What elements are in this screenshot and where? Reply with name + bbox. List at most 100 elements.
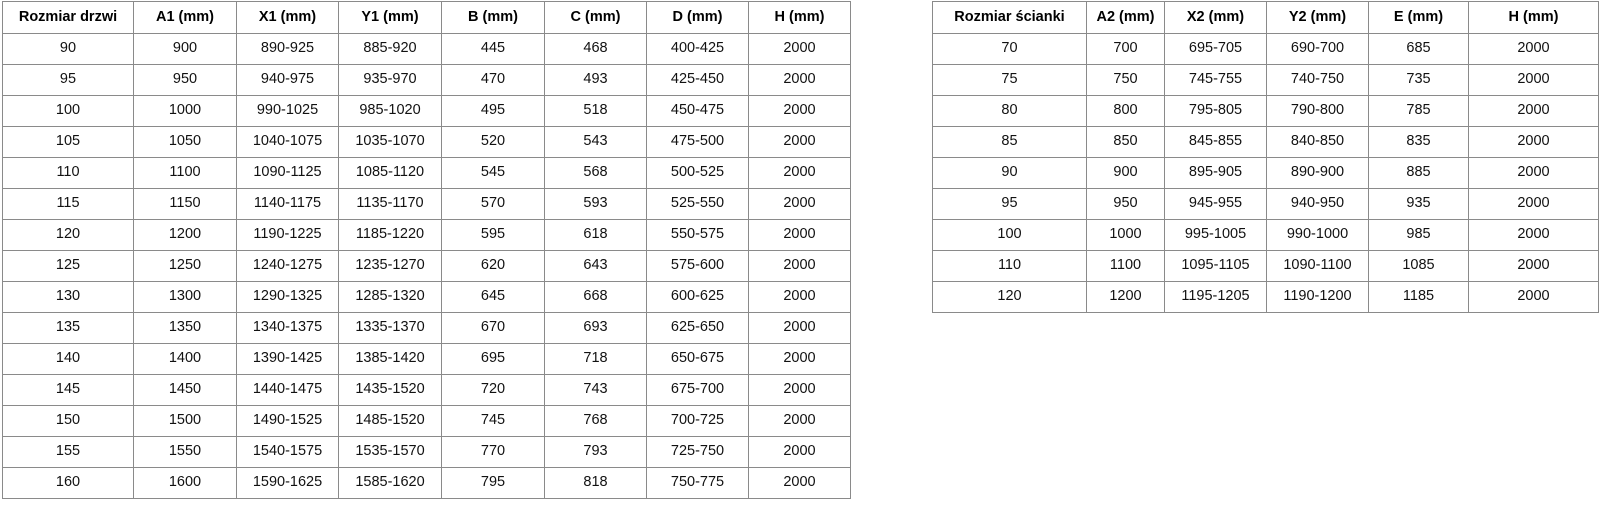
table-cell: 695 <box>441 343 545 375</box>
table-row: 70 700 695-705 690-700 685 2000 <box>932 33 1599 65</box>
table-cell: 768 <box>544 405 647 437</box>
row-size-cell: 105 <box>2 126 134 158</box>
row-size-cell: 155 <box>2 436 134 468</box>
table-cell: 1090-1125 <box>236 157 339 189</box>
table-cell: 1490-1525 <box>236 405 339 437</box>
table-cell: 2000 <box>748 436 851 468</box>
table-cell: 2000 <box>748 343 851 375</box>
table-cell: 743 <box>544 374 647 406</box>
table-cell: 1235-1270 <box>338 250 442 282</box>
table-cell: 850 <box>1086 126 1165 158</box>
table-cell: 1150 <box>133 188 237 220</box>
table-row: 135 1350 1340-1375 1335-1370 670 693 625-650 20… <box>2 312 851 344</box>
table-cell: 795 <box>441 467 545 499</box>
row-size-cell: 70 <box>932 33 1087 65</box>
table-row: 90 900 895-905 890-900 885 2000 <box>932 157 1599 189</box>
table-cell: 800 <box>1086 95 1165 127</box>
table-row: 160 1600 1590-1625 1585-1620 795 818 750-775 20… <box>2 467 851 499</box>
table-cell: 2000 <box>1468 126 1599 158</box>
table-cell: 1550 <box>133 436 237 468</box>
row-size-cell: 100 <box>932 219 1087 251</box>
table-cell: 1250 <box>133 250 237 282</box>
row-size-cell: 115 <box>2 188 134 220</box>
table-cell: 935 <box>1368 188 1469 220</box>
table-cell: 1600 <box>133 467 237 499</box>
row-size-cell: 95 <box>2 64 134 96</box>
table-cell: 935-970 <box>338 64 442 96</box>
door-sizes-table-body: 90 900 890-925 885-920 445 468 400-425 2000 95 95… <box>2 33 851 499</box>
table-cell: 2000 <box>748 250 851 282</box>
table-row: 85 850 845-855 840-850 835 2000 <box>932 126 1599 158</box>
table-cell: 1385-1420 <box>338 343 442 375</box>
table-cell: 950 <box>133 64 237 96</box>
door-sizes-table: Rozmiar drzwi A1 (mm) X1 (mm) Y1 (mm) B (mm)… <box>2 1 851 499</box>
table-row: 130 1300 1290-1325 1285-1320 645 668 600-625 20… <box>2 281 851 313</box>
table-cell: 600-625 <box>646 281 749 313</box>
table-cell: 1195-1205 <box>1164 281 1267 313</box>
table-cell: 745-755 <box>1164 64 1267 96</box>
table-row: 105 1050 1040-1075 1035-1070 520 543 475-500 20… <box>2 126 851 158</box>
wall-sizes-table-header: Rozmiar ścianki A2 (mm) X2 (mm) Y2 (mm) E (m… <box>932 1 1599 34</box>
table-cell: 750 <box>1086 64 1165 96</box>
table-cell: 895-905 <box>1164 157 1267 189</box>
table-cell: 668 <box>544 281 647 313</box>
table-cell: 885-920 <box>338 33 442 65</box>
table-cell: 795-805 <box>1164 95 1267 127</box>
table-cell: 675-700 <box>646 374 749 406</box>
column-header: H (mm) <box>1468 1 1599 34</box>
table-cell: 770 <box>441 436 545 468</box>
table-cell: 1290-1325 <box>236 281 339 313</box>
table-cell: 570 <box>441 188 545 220</box>
table-row: 150 1500 1490-1525 1485-1520 745 768 700-725 20… <box>2 405 851 437</box>
table-cell: 500-525 <box>646 157 749 189</box>
table-cell: 845-855 <box>1164 126 1267 158</box>
table-cell: 1185-1220 <box>338 219 442 251</box>
table-cell: 1135-1170 <box>338 188 442 220</box>
column-header: X1 (mm) <box>236 1 339 34</box>
table-cell: 450-475 <box>646 95 749 127</box>
table-cell: 1485-1520 <box>338 405 442 437</box>
row-size-cell: 95 <box>932 188 1087 220</box>
table-cell: 685 <box>1368 33 1469 65</box>
table-row: 115 1150 1140-1175 1135-1170 570 593 525-550 20… <box>2 188 851 220</box>
table-cell: 1050 <box>133 126 237 158</box>
table-cell: 2000 <box>1468 95 1599 127</box>
row-size-cell: 85 <box>932 126 1087 158</box>
table-cell: 745 <box>441 405 545 437</box>
table-cell: 835 <box>1368 126 1469 158</box>
table-cell: 618 <box>544 219 647 251</box>
row-size-cell: 100 <box>2 95 134 127</box>
table-cell: 718 <box>544 343 647 375</box>
table-cell: 2000 <box>748 312 851 344</box>
row-size-cell: 80 <box>932 95 1087 127</box>
table-cell: 725-750 <box>646 436 749 468</box>
table-row: 80 800 795-805 790-800 785 2000 <box>932 95 1599 127</box>
table-cell: 1585-1620 <box>338 467 442 499</box>
column-header: A2 (mm) <box>1086 1 1165 34</box>
table-cell: 1590-1625 <box>236 467 339 499</box>
table-header-row: Rozmiar ścianki A2 (mm) X2 (mm) Y2 (mm) E (m… <box>932 1 1599 34</box>
table-row: 75 750 745-755 740-750 735 2000 <box>932 64 1599 96</box>
table-cell: 720 <box>441 374 545 406</box>
table-cell: 1035-1070 <box>338 126 442 158</box>
table-row: 110 1100 1095-1105 1090-1100 1085 2000 <box>932 250 1599 282</box>
table-cell: 1440-1475 <box>236 374 339 406</box>
table-cell: 700-725 <box>646 405 749 437</box>
table-cell: 2000 <box>748 467 851 499</box>
table-row: 100 1000 995-1005 990-1000 985 2000 <box>932 219 1599 251</box>
table-cell: 985-1020 <box>338 95 442 127</box>
table-cell: 650-675 <box>646 343 749 375</box>
table-row: 145 1450 1440-1475 1435-1520 720 743 675-700 20… <box>2 374 851 406</box>
table-cell: 2000 <box>748 219 851 251</box>
table-cell: 470 <box>441 64 545 96</box>
row-size-cell: 140 <box>2 343 134 375</box>
row-size-cell: 125 <box>2 250 134 282</box>
table-cell: 620 <box>441 250 545 282</box>
table-cell: 568 <box>544 157 647 189</box>
table-cell: 1285-1320 <box>338 281 442 313</box>
table-cell: 890-900 <box>1266 157 1369 189</box>
table-cell: 575-600 <box>646 250 749 282</box>
table-cell: 740-750 <box>1266 64 1369 96</box>
table-cell: 690-700 <box>1266 33 1369 65</box>
